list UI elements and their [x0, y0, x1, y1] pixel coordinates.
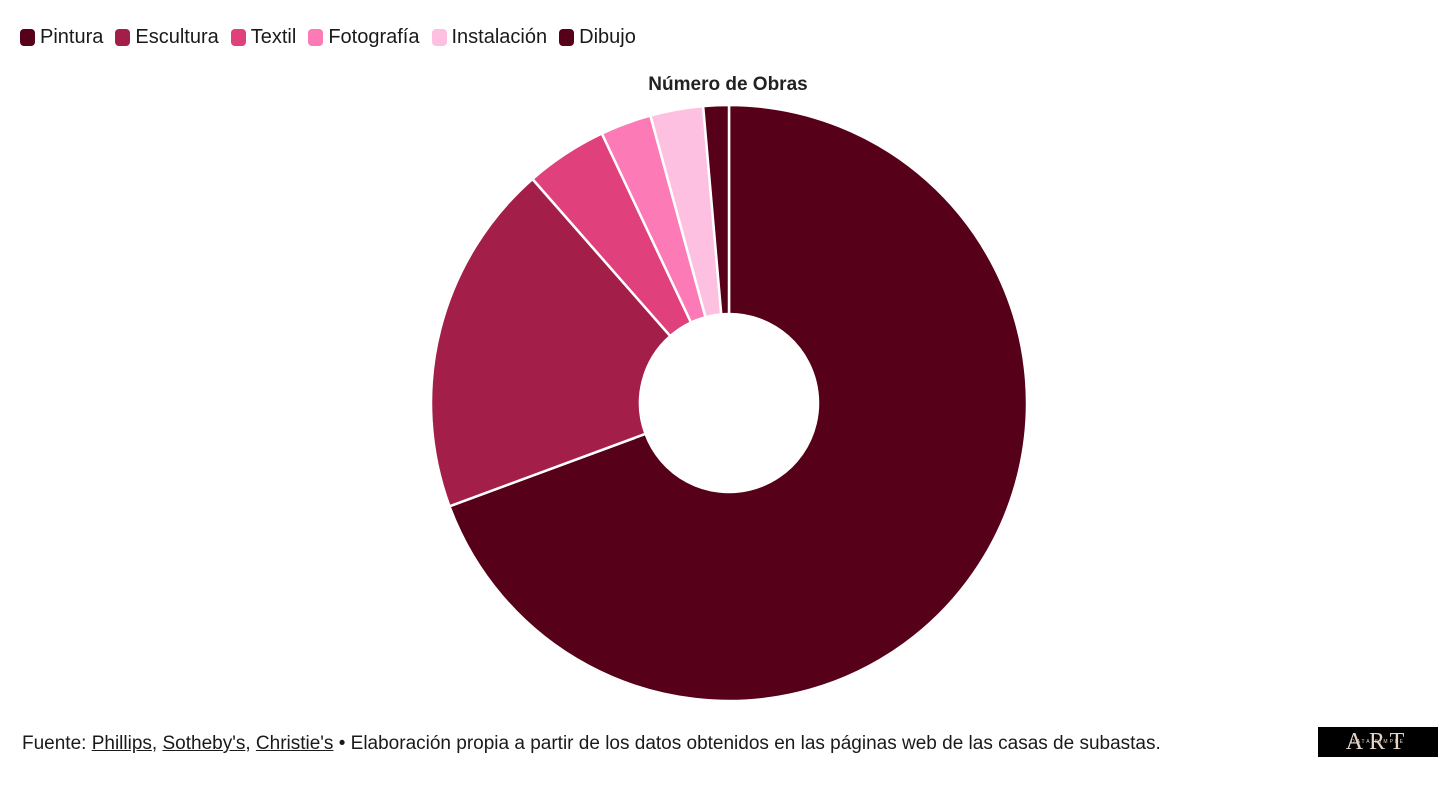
brand-logo: ART DATA SIMPLE	[1318, 727, 1438, 757]
legend-swatch-textil	[230, 29, 246, 46]
legend-label-escultura: Escultura	[135, 26, 219, 48]
legend-item-fotografia[interactable]: Fotografía	[308, 26, 420, 49]
source-link-sothebys[interactable]: Sotheby's	[162, 733, 246, 754]
source-link-phillips[interactable]: Phillips	[91, 733, 152, 754]
legend-label-textil: Textil	[250, 26, 297, 48]
logo-subtext: DATA SIMPLE	[1350, 739, 1406, 745]
legend-item-dibujo[interactable]: Dibujo	[559, 26, 636, 49]
footer-separator: ,	[151, 733, 163, 754]
legend-label-fotografia: Fotografía	[328, 26, 420, 48]
legend-swatch-fotografia	[308, 29, 324, 46]
footer-prefix: Fuente:	[22, 733, 92, 754]
donut-slice-pintura[interactable]	[448, 103, 1029, 703]
legend-label-instalacion: Instalación	[451, 26, 548, 48]
logo-text: ART	[1345, 729, 1411, 755]
legend-swatch-escultura	[115, 29, 131, 46]
legend-swatch-instalacion	[431, 29, 447, 46]
legend-item-textil[interactable]: Textil	[230, 26, 297, 49]
legend-label-dibujo: Dibujo	[579, 26, 636, 48]
chart-title: Número de Obras	[648, 74, 808, 95]
source-link-christies[interactable]: Christie's	[255, 733, 334, 754]
footer-separator: ,	[245, 733, 256, 754]
footer-note: • Elaboración propia a partir de los dat…	[333, 733, 1161, 754]
donut-slice-dibujo[interactable]	[701, 103, 731, 316]
source-footer: Fuente: Phillips, Sotheby's, Christie's …	[22, 733, 1161, 755]
chart-legend: Pintura Escultura Textil Fotografía Inst…	[20, 26, 636, 49]
legend-label-pintura: Pintura	[40, 26, 104, 48]
donut-slice-escultura[interactable]	[429, 177, 672, 508]
legend-swatch-dibujo	[559, 29, 575, 46]
legend-swatch-pintura	[20, 29, 35, 46]
legend-item-instalacion[interactable]: Instalación	[431, 26, 548, 49]
legend-item-escultura[interactable]: Escultura	[115, 26, 219, 49]
legend-item-pintura[interactable]: Pintura	[20, 26, 103, 49]
